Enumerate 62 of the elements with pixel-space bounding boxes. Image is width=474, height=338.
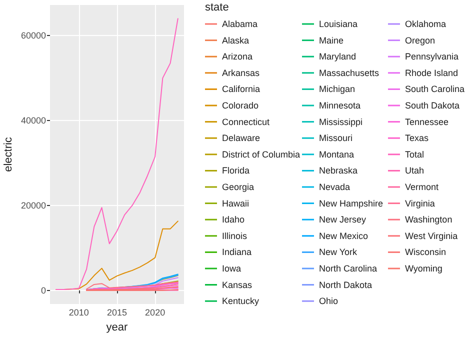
legend-label: Nevada <box>319 182 350 192</box>
legend-label: Alabama <box>222 19 258 29</box>
legend-label: Pennsylvania <box>405 52 459 62</box>
legend-label: Mississippi <box>319 116 363 127</box>
legend-label: Louisiana <box>319 19 358 29</box>
legend-label: Connecticut <box>222 116 270 127</box>
legend-label: Hawaii <box>222 198 250 208</box>
legend-label: Nebraska <box>319 166 358 176</box>
y-tick-label: 20000 <box>20 200 46 210</box>
legend-label: Iowa <box>222 264 242 274</box>
legend-label: Washington <box>405 214 452 225</box>
legend-label: Missouri <box>319 133 353 144</box>
legend-label: District of Columbia <box>222 149 300 160</box>
legend-label: Total <box>405 149 424 160</box>
y-tick-label: 0 <box>40 285 46 296</box>
legend-label: Rhode Island <box>405 68 458 78</box>
legend-label: North Dakota <box>319 280 372 290</box>
x-tick-label: 2010 <box>68 308 89 318</box>
legend-title: state <box>205 2 229 14</box>
legend-label: West Virginia <box>405 230 458 241</box>
legend-label: Texas <box>405 133 430 144</box>
x-tick-label: 2020 <box>145 308 166 318</box>
legend-label: Maryland <box>319 52 356 62</box>
legend-label: Oklahoma <box>405 19 446 29</box>
legend-label: Montana <box>319 149 354 160</box>
legend-label: Kentucky <box>222 296 260 306</box>
legend-label: Oregon <box>405 35 436 46</box>
legend-label: South Carolina <box>405 84 465 94</box>
y-axis-title: electric <box>2 136 14 172</box>
legend-label: New Mexico <box>319 230 368 241</box>
legend-label: Alaska <box>222 35 250 46</box>
legend-label: Kansas <box>222 280 253 290</box>
legend-label: Wyoming <box>405 264 442 274</box>
legend-label: Colorado <box>222 100 259 110</box>
legend-label: Tennessee <box>405 116 449 127</box>
legend-label: Florida <box>222 166 250 176</box>
legend-label: Arizona <box>222 52 253 62</box>
legend-label: Massachusetts <box>319 68 380 78</box>
legend-label: California <box>222 84 260 94</box>
legend-label: New York <box>319 247 358 258</box>
legend-label: Wisconsin <box>405 247 446 258</box>
legend-label: Michigan <box>319 84 356 94</box>
legend-label: Ohio <box>319 296 338 306</box>
legend-label: North Carolina <box>319 264 378 274</box>
legend-label: Utah <box>405 166 424 176</box>
legend-label: Maine <box>319 35 344 46</box>
legend-label: Virginia <box>405 198 435 208</box>
y-tick-label: 40000 <box>20 116 46 126</box>
legend-label: Arkansas <box>222 68 260 78</box>
x-axis-title: year <box>106 322 128 334</box>
legend-label: Idaho <box>222 214 245 225</box>
legend-label: New Hampshire <box>319 198 384 208</box>
legend-label: Indiana <box>222 247 252 258</box>
legend-label: Vermont <box>405 182 440 192</box>
y-tick-label: 60000 <box>20 30 46 41</box>
legend-label: Delaware <box>222 133 260 144</box>
x-tick-label: 2015 <box>106 308 128 318</box>
legend-label: Illinois <box>222 230 248 241</box>
legend-label: Minnesota <box>319 100 361 110</box>
legend-label: South Dakota <box>405 100 460 110</box>
legend-label: Georgia <box>222 182 254 192</box>
legend-label: New Jersey <box>319 214 367 225</box>
